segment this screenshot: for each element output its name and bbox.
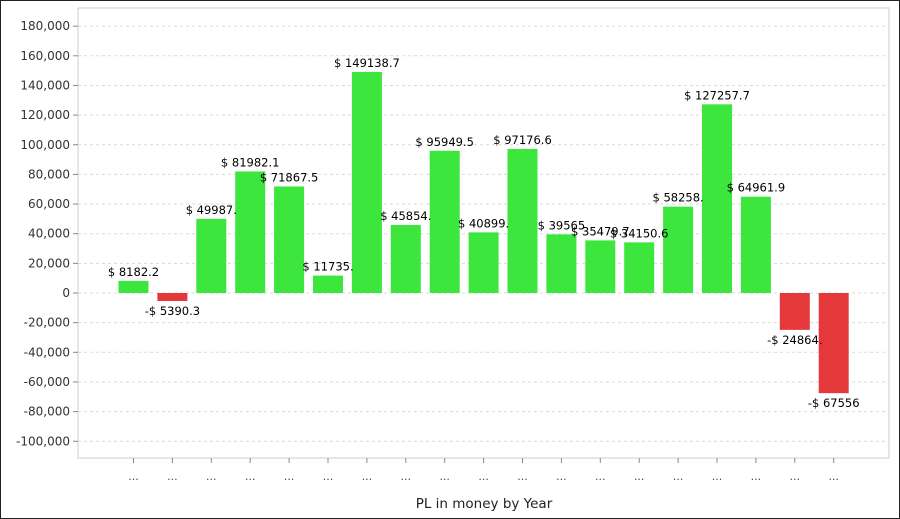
x-tick-label: ... [401, 470, 412, 483]
x-tick-label: ... [206, 470, 217, 483]
y-tick-label: 180,000 [20, 19, 70, 33]
bar-value-label: $ 58258. [652, 191, 703, 205]
bar-value-label: $ 81982.1 [221, 155, 280, 169]
x-tick-label: ... [128, 470, 139, 483]
bar-value-label: $ 8182.2 [108, 265, 159, 279]
x-tick-label: ... [284, 470, 295, 483]
x-tick-label: ... [556, 470, 567, 483]
bar[interactable] [351, 71, 382, 293]
bar[interactable] [313, 275, 343, 293]
bar[interactable] [235, 171, 266, 293]
bar-value-label: $ 40899. [458, 216, 509, 230]
bar-value-label: $ 11735. [302, 260, 353, 274]
y-tick-label: 40,000 [28, 227, 70, 241]
y-tick-label: -40,000 [24, 345, 70, 359]
bar[interactable] [740, 196, 771, 293]
bar[interactable] [196, 218, 227, 293]
bar[interactable] [585, 240, 616, 293]
x-axis: ........................................… [128, 458, 839, 483]
bar[interactable] [118, 280, 149, 293]
bar-value-label: $ 97176.6 [493, 133, 552, 147]
x-tick-label: ... [828, 470, 839, 483]
x-tick-label: ... [362, 470, 373, 483]
y-tick-label: -100,000 [16, 434, 70, 448]
bar-value-label: -$ 24864. [767, 333, 822, 347]
x-tick-label: ... [323, 470, 334, 483]
y-tick-label: 0 [62, 286, 70, 300]
x-axis-title: PL in money by Year [416, 496, 553, 512]
bar[interactable] [702, 104, 732, 294]
y-tick-label: -60,000 [24, 375, 70, 389]
x-tick-label: ... [790, 470, 801, 483]
x-tick-label: ... [245, 470, 256, 483]
y-tick-label: -20,000 [24, 316, 70, 330]
x-tick-label: ... [751, 470, 762, 483]
bar-value-label: $ 49987. [186, 203, 237, 217]
bar[interactable] [546, 234, 577, 293]
bar-value-label: $ 39565 [538, 218, 586, 232]
bar-value-label: $ 71867.5 [260, 170, 319, 184]
x-tick-label: ... [517, 470, 528, 483]
y-tick-label: 140,000 [20, 78, 70, 92]
x-tick-label: ... [595, 470, 606, 483]
bar[interactable] [274, 186, 305, 293]
bar[interactable] [818, 293, 849, 394]
bar[interactable] [468, 232, 499, 293]
y-tick-label: 60,000 [28, 197, 70, 211]
bar-value-label: -$ 5390.3 [145, 304, 200, 318]
y-tick-label: 20,000 [28, 256, 70, 270]
bar[interactable] [507, 148, 538, 293]
bars [118, 71, 849, 394]
data-labels: $ 8182.2 -$ 5390.3 $ 49987. $ 81982.1$ 7186… [108, 56, 860, 410]
x-tick-label: ... [634, 470, 645, 483]
y-tick-label: 80,000 [28, 167, 70, 181]
bar-value-label: $ 35479.7 [571, 224, 630, 238]
bar-value-label: $ 64961.9 [727, 181, 786, 195]
x-tick-label: ... [439, 470, 450, 483]
bar[interactable] [779, 293, 810, 330]
y-tick-label: 160,000 [20, 49, 70, 63]
bar-value-label: $ 34150.6 [610, 226, 669, 240]
bar[interactable] [663, 206, 694, 293]
x-tick-label: ... [712, 470, 723, 483]
x-tick-label: ... [167, 470, 178, 483]
bar-value-label: -$ 67556 [808, 396, 860, 410]
y-tick-label: -80,000 [24, 405, 70, 419]
bar[interactable] [390, 225, 421, 293]
bar-value-label: $ 127257.7 [684, 88, 750, 102]
bar[interactable] [624, 242, 655, 293]
bar-value-label: $ 95949.5 [415, 135, 474, 149]
x-tick-label: ... [673, 470, 684, 483]
x-tick-label: ... [478, 470, 489, 483]
bar[interactable] [157, 293, 188, 301]
y-axis: 180,000 160,000 140,000 120,000 100,000 80,00… [16, 19, 78, 448]
bar-value-label: $ 45854. [380, 209, 431, 223]
bar[interactable] [429, 150, 460, 293]
bar-value-label: $ 149138.7 [334, 56, 400, 70]
y-tick-label: 120,000 [20, 108, 70, 122]
y-tick-label: 100,000 [20, 138, 70, 152]
